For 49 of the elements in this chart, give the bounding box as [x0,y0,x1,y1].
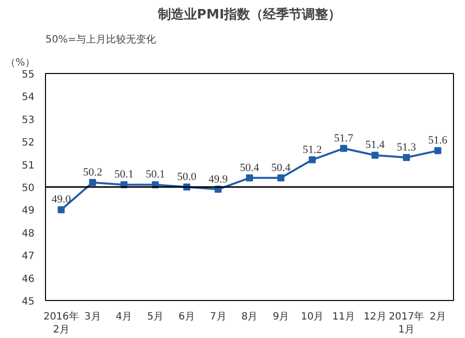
data-label: 51.3 [396,141,417,154]
data-label: 51.7 [334,132,354,144]
x-tick-label: 2017年 1月 [388,310,424,336]
data-label: 51.2 [302,144,322,156]
point [434,147,442,154]
x-tick-label: 6月 [178,312,195,322]
y-tick-label: 53 [22,114,35,126]
data-label: 50.1 [114,168,134,181]
data-label: 50.4 [240,162,260,174]
y-tick-label: 46 [22,274,35,285]
data-label: 51.6 [428,134,448,147]
x-tick-label: 5月 [147,312,164,322]
x-tick-label: 3月 [84,312,101,322]
data-label: 50.4 [271,162,292,174]
point [246,174,253,182]
data-label: 50.1 [146,168,165,181]
point [372,152,379,159]
y-tick-label: 51 [22,160,35,172]
y-tick-label: 50 [22,183,35,194]
x-tick-label: 4月 [116,312,132,322]
y-tick-label: 55 [22,70,35,80]
y-tick-label: 45 [22,296,35,308]
data-label: 49.9 [208,173,228,186]
x-tick-label: 7月 [210,312,226,322]
point [89,178,96,186]
x-tick-label: 9月 [272,312,290,322]
x-tick-label: 10月 [300,312,324,322]
point [340,144,348,152]
y-tick-label: 54 [22,92,35,104]
data-label: 51.4 [365,139,386,152]
x-tick-label: 11月 [332,312,356,322]
point [277,174,284,182]
x-tick-label: 12月 [364,312,386,322]
data-label: 50.2 [82,166,102,178]
y-tick-label: 47 [22,251,35,262]
x-tick-label: 8月 [241,312,258,322]
x-tick-label: 2月 [430,312,446,322]
text: 50%=与上月比较无变化 [46,34,156,46]
point [58,206,65,214]
y-tick-label: 48 [22,228,35,240]
chart-title: 制造业PMI指数（经季节调整） [156,6,342,22]
point [402,154,410,161]
point [308,156,316,164]
y-axis-title: （%） [6,58,36,68]
data-label: 49.0 [52,194,72,206]
y-tick-label: 52 [22,138,35,149]
y-tick-label: 49 [22,206,35,217]
data-label: 50.0 [177,171,197,183]
x-tick-label: 2016年 2月 [43,310,79,336]
